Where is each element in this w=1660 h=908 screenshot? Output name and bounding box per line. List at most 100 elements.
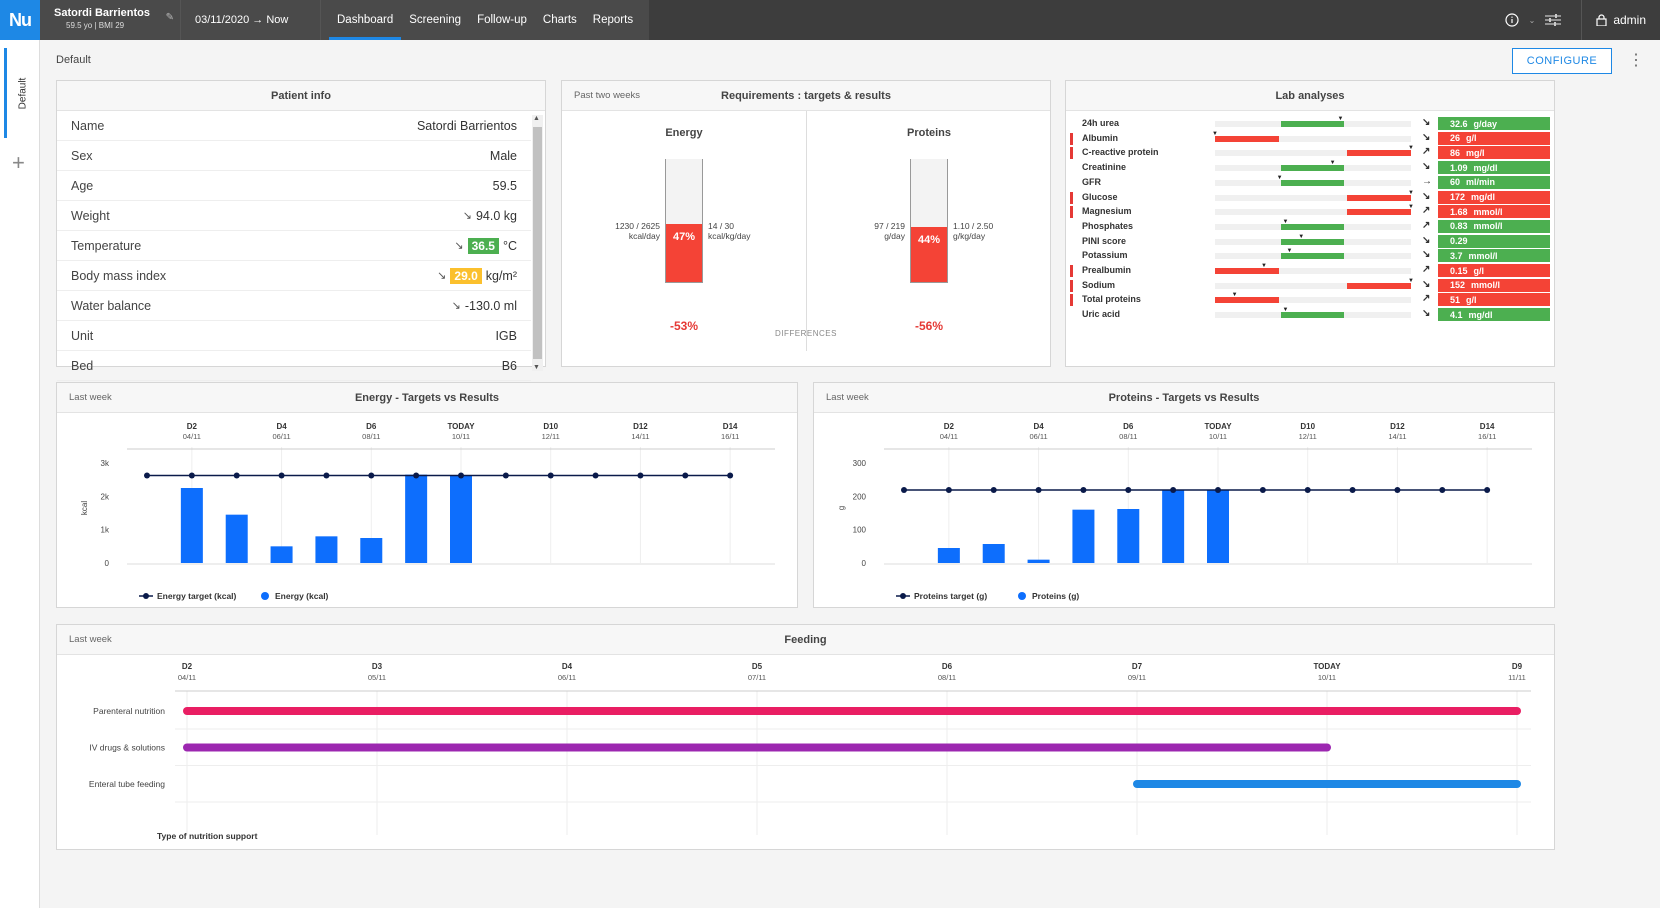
tab-charts[interactable]: Charts	[542, 14, 577, 26]
dashboard-tab-default[interactable]: Default	[4, 48, 39, 138]
row-label: Weight	[71, 208, 110, 223]
trend-icon: ↘	[1422, 190, 1431, 202]
patient-selector[interactable]: Satordi Barrientos 59.5 yo | BMI 29 ✎	[40, 0, 180, 40]
add-dashboard-icon[interactable]: +	[12, 150, 25, 175]
value-marker-icon: ▼	[1261, 263, 1267, 269]
date-range[interactable]: 03/11/2020 → Now	[180, 0, 320, 40]
dashboard-tab-strip: Default +	[0, 40, 40, 908]
legend-target-label: Energy target (kcal)	[157, 591, 237, 601]
x-tick-date: 12/11	[1299, 432, 1317, 441]
panel-title: Energy - Targets vs Results	[354, 391, 500, 404]
row-value: Satordi Barrientos	[417, 119, 517, 133]
trend-down-icon: ↘	[454, 240, 464, 252]
x-tick-date: 04/11	[183, 432, 201, 441]
range-bar	[1347, 209, 1411, 216]
energy-requirement: Energy 47% 1230 / 2625 kcal/day 14 / 30 kc…	[562, 111, 806, 366]
range-bar	[1280, 179, 1345, 186]
configure-button[interactable]: CONFIGURE	[1512, 48, 1612, 74]
target-point-3	[278, 472, 285, 479]
row-label: Age	[71, 178, 94, 193]
x-tick-label: D2	[182, 662, 193, 671]
target-point-9	[1304, 487, 1311, 493]
lab-row[interactable]: Prealbumin ▼ ↗ 0.15 g/l	[1070, 263, 1554, 278]
lab-name: Potassium	[1082, 250, 1128, 261]
bar-5	[1162, 489, 1185, 563]
x-tick-date: 04/11	[940, 432, 958, 441]
lab-row[interactable]: Magnesium ▼ ↗ 1.68 mmol/l	[1070, 204, 1554, 219]
lab-row[interactable]: Creatinine ▼ ↘ 1.09 mg/dl	[1070, 160, 1554, 175]
requirements-panel: Past two weeks Requirements : targets & r…	[561, 80, 1051, 367]
lab-analyses-panel: Lab analyses 24h urea ▼ ↘ 32.6 g/day Albumin ▼…	[1065, 80, 1555, 367]
lab-name: Creatinine	[1082, 162, 1127, 173]
lab-row[interactable]: Uric acid ▼ ↘ 4.1 mg/dl	[1070, 307, 1554, 322]
info-icon[interactable]	[1505, 13, 1519, 27]
settings-sliders-icon[interactable]	[1545, 13, 1562, 27]
lab-row[interactable]: PINI score ▼ ↘ 0.29	[1070, 234, 1554, 249]
target-point-13	[727, 472, 734, 479]
value-marker-icon: ▼	[1408, 189, 1414, 196]
tab-reports[interactable]: Reports	[592, 14, 634, 26]
tab-dashboard[interactable]: Dashboard	[329, 0, 402, 40]
value-marker-icon: ▼	[1282, 307, 1289, 314]
more-options-icon[interactable]: ⋮	[1628, 52, 1644, 69]
scroll-down-icon[interactable]: ▼	[533, 364, 540, 371]
trend-icon: ↘	[1422, 249, 1431, 261]
lab-name: Sodium	[1082, 279, 1115, 290]
trend-icon: ↘	[1422, 278, 1431, 290]
x-tick-label: D5	[752, 662, 763, 671]
range-track	[1215, 150, 1411, 157]
feeding-axis-title: Type of nutrition support	[157, 831, 258, 841]
lab-value: 1.09 mg/dl	[1438, 161, 1550, 175]
app-logo[interactable]: Nu	[0, 0, 40, 40]
feeding-row-label: Parenteral nutrition	[93, 706, 165, 716]
range-track	[1215, 209, 1411, 216]
trend-icon: ↘	[1422, 234, 1431, 246]
lab-row[interactable]: Glucose ▼ ↘ 172 mg/dl	[1070, 189, 1554, 205]
row-label: Body mass index	[71, 268, 167, 283]
energy-chart-panel: Last week Energy - Targets vs Results D2 0…	[56, 382, 798, 608]
lab-name: Uric acid	[1082, 309, 1121, 320]
lab-row[interactable]: GFR ▼ → 60 ml/min	[1070, 175, 1554, 190]
scroll-up-icon[interactable]: ▲	[533, 115, 540, 122]
lab-row[interactable]: Sodium ▼ ↘ 152 mmol/l	[1070, 278, 1554, 293]
patient-info-row: Temperature ↘ 36.5 °C	[57, 231, 531, 261]
tab-screening[interactable]: Screening	[409, 14, 462, 26]
value-text: -130.0 ml	[464, 298, 517, 313]
row-value: ↘ 29.0 kg/m²	[437, 267, 517, 284]
value-text: 94.0 kg	[475, 208, 517, 223]
patient-info-row: Sex Male	[57, 141, 531, 171]
x-tick-date: 08/11	[1119, 432, 1137, 441]
x-tick-label: D10	[543, 422, 558, 431]
bar-6	[450, 475, 472, 563]
patient-info-row: Name Satordi Barrientos	[57, 111, 531, 141]
patient-info-list: Name Satordi Barrientos Sex Male Age 59.5 Weig…	[57, 111, 531, 381]
x-tick-label: D6	[1123, 422, 1134, 431]
x-tick-label: D2	[187, 422, 198, 431]
panel-subtitle: Past two weeks	[574, 90, 640, 101]
row-label: Sex	[71, 148, 93, 163]
energy-gauge: 47%	[665, 159, 703, 283]
x-tick-label: D12	[633, 422, 648, 431]
tab-follow-up[interactable]: Follow-up	[477, 14, 527, 26]
x-tick-label: D4	[276, 422, 287, 431]
range-track	[1215, 297, 1411, 304]
lab-value: 60 ml/min	[1438, 175, 1550, 189]
lab-row[interactable]: Albumin ▼ ↘ 26 g/l	[1070, 131, 1554, 146]
target-point-0	[144, 472, 150, 479]
x-tick-date: 09/11	[1128, 673, 1146, 682]
scrollbar[interactable]: ▲ ▼	[532, 115, 543, 371]
user-menu[interactable]: admin	[1581, 0, 1660, 40]
lab-row[interactable]: Phosphates ▼ ↗ 0.83 mmol/l	[1070, 219, 1554, 234]
lab-row[interactable]: Total proteins ▼ ↗ 51 g/l	[1070, 292, 1554, 307]
lab-row[interactable]: Potassium ▼ ↘ 3.7 mmol/l	[1070, 248, 1554, 263]
lab-row[interactable]: 24h urea ▼ ↘ 32.6 g/day	[1070, 116, 1554, 131]
lab-value: 86 mg/l	[1438, 146, 1550, 160]
target-point-7	[458, 472, 464, 479]
chevron-down-icon[interactable]: ⌄	[1528, 15, 1536, 25]
lab-value: 4.1 mg/dl	[1438, 308, 1550, 322]
pencil-icon[interactable]: ✎	[165, 12, 174, 23]
y-axis-label: g	[837, 506, 846, 510]
x-tick-label: D4	[1033, 422, 1044, 431]
lab-row[interactable]: C-reactive protein ▼ ↗ 86 mg/l	[1070, 145, 1554, 160]
